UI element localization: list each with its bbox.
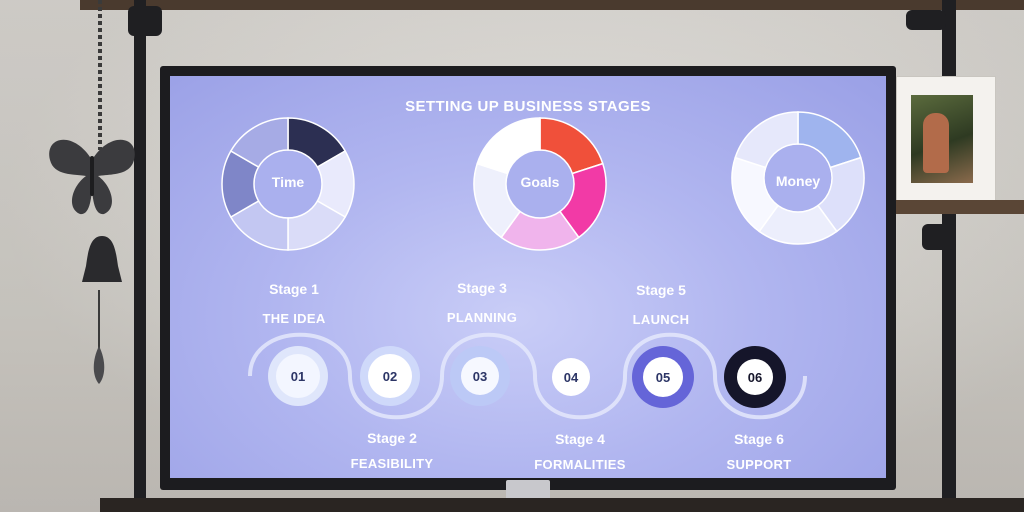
bell-clapper-icon [93, 290, 105, 384]
stage-3-label: Stage 3 PLANNING [412, 280, 552, 325]
media-console [100, 498, 1024, 512]
stage-node-05: 05 [632, 346, 694, 408]
right-pipe-joint [906, 10, 946, 30]
stage-number: Stage 3 [457, 280, 507, 296]
photo-frame [896, 76, 996, 202]
donut-segment [229, 117, 289, 169]
donut-segment [476, 117, 541, 175]
stage-name: THE IDEA [262, 311, 326, 326]
stage-number: Stage 1 [269, 281, 319, 297]
framed-photo [911, 95, 973, 183]
stage-name: FEASIBILITY [350, 456, 434, 471]
television: SETTING UP BUSINESS STAGES Time Goals Mo… [160, 66, 896, 490]
donut-chart-goals [473, 117, 607, 251]
stage-2-label: Stage 2 FEASIBILITY [322, 430, 462, 471]
stage-number: Stage 4 [555, 431, 605, 447]
stage-node-inner: 01 [276, 354, 320, 398]
stage-name: LAUNCH [632, 312, 690, 327]
left-pipe [134, 0, 146, 512]
donut-chart-time [221, 117, 355, 251]
donut-label-money: Money [775, 173, 821, 189]
stage-6-label: Stage 6 SUPPORT [689, 431, 829, 472]
stage-node-inner: 06 [737, 359, 773, 395]
donut-segment [734, 111, 799, 169]
stage-node-inner: 05 [643, 357, 683, 397]
stage-timeline-wave [248, 332, 807, 420]
stage-node-02: 02 [360, 346, 420, 406]
stage-number: Stage 5 [636, 282, 686, 298]
stage-node-inner: 04 [553, 359, 589, 395]
slide-title: SETTING UP BUSINESS STAGES [405, 98, 651, 115]
stage-node-inner: 03 [461, 357, 499, 395]
left-pipe-joint [128, 6, 162, 36]
stage-number: Stage 6 [734, 431, 784, 447]
stage-number: Stage 2 [367, 430, 417, 446]
stage-4-label: Stage 4 FORMALITIES [510, 431, 650, 472]
butterfly-ornament-icon [49, 139, 135, 215]
stage-node-06: 06 [724, 346, 786, 408]
stage-node-inner: 02 [368, 354, 412, 398]
hanging-chain [98, 0, 102, 150]
tv-screen: SETTING UP BUSINESS STAGES Time Goals Mo… [170, 76, 886, 478]
donut-chart-money [731, 111, 865, 245]
donut-label-time: Time [271, 174, 305, 190]
donut-hole [765, 145, 831, 211]
stage-node-03: 03 [450, 346, 510, 406]
stage-5-label: Stage 5 LAUNCH [591, 282, 731, 327]
stage-name: FORMALITIES [534, 457, 626, 472]
stage-1-label: Stage 1 THE IDEA [224, 281, 364, 326]
stage-node-04: 04 [552, 358, 590, 396]
stage-name: SUPPORT [726, 457, 792, 472]
donut-hole [507, 151, 573, 217]
top-shelf [80, 0, 1024, 10]
right-shelf [896, 200, 1024, 214]
right-pipe-joint-lower [922, 224, 956, 250]
bell-ornament-icon [82, 236, 122, 282]
stage-name: PLANNING [446, 310, 518, 325]
donut-hole [255, 151, 321, 217]
stage-node-01: 01 [268, 346, 328, 406]
donut-label-goals: Goals [520, 174, 560, 190]
